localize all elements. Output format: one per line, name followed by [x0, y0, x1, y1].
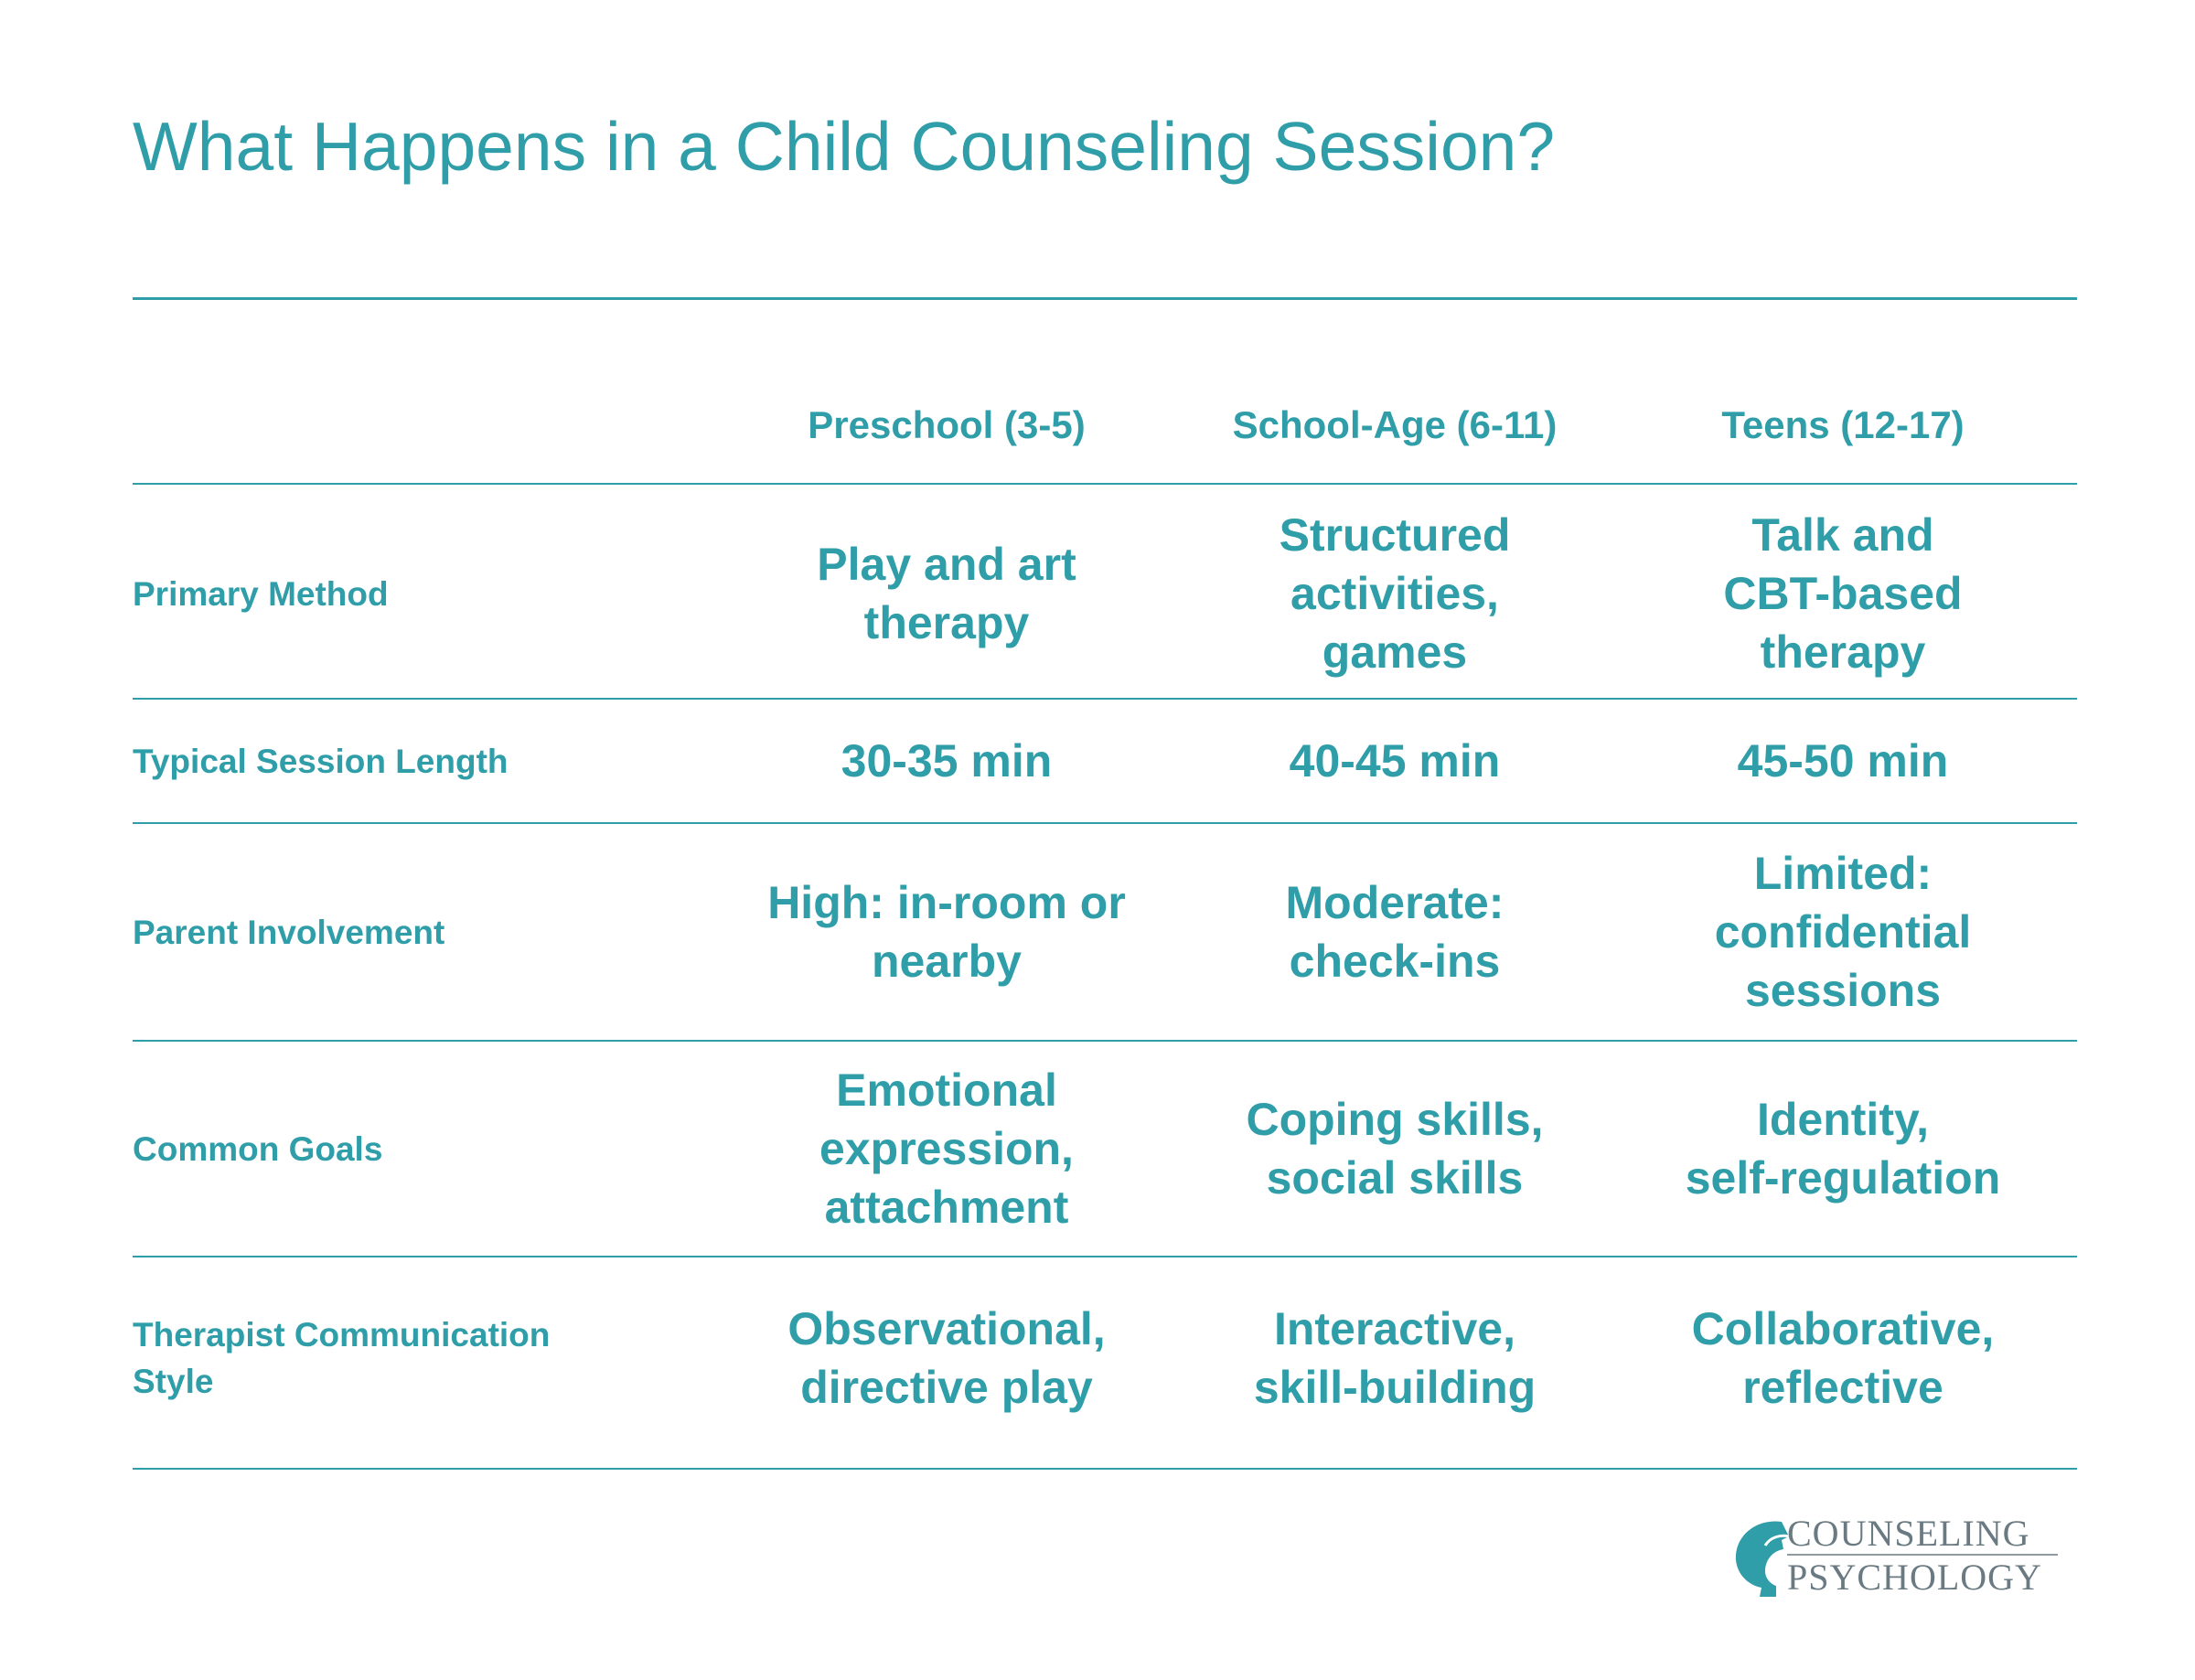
cell-session-length-preschool: 30-35 min: [841, 735, 1053, 786]
row-divider: [133, 698, 2077, 700]
cell-common-goals-preschool: Emotional expression, attachment: [819, 1065, 1074, 1233]
row-divider: [133, 822, 2077, 824]
cell-communication-style-school-age: Interactive, skill-building: [1253, 1303, 1536, 1413]
cell-communication-style-teens: Collaborative, reflective: [1691, 1303, 1995, 1413]
cell-parent-involvement-preschool: High: in-room or nearby: [767, 877, 1126, 987]
cell-primary-method-school-age: Structured activities, games: [1279, 509, 1511, 678]
table-bottom-rule: [133, 1468, 2077, 1470]
row-divider: [133, 1256, 2077, 1257]
cell-common-goals-school-age: Coping skills, social skills: [1246, 1094, 1544, 1204]
logo-line-1: COUNSELING: [1787, 1513, 2030, 1554]
table-top-rule: [133, 297, 2077, 300]
counseling-psychology-logo: COUNSELING PSYCHOLOGY: [1729, 1509, 2076, 1600]
column-header-preschool: Preschool (3-5): [808, 403, 1086, 446]
header-divider: [133, 483, 2077, 485]
logo-line-2: PSYCHOLOGY: [1787, 1557, 2042, 1598]
row-divider: [133, 1040, 2077, 1042]
column-header-school-age: School-Age (6-11): [1232, 403, 1558, 446]
cell-common-goals-teens: Identity, self-regulation: [1685, 1094, 2001, 1204]
row-label-communication-style: Therapist Communication Style: [133, 1316, 551, 1400]
cell-primary-method-teens: Talk and CBT-based therapy: [1723, 509, 1963, 678]
cell-session-length-teens: 45-50 min: [1737, 735, 1949, 786]
row-label-common-goals: Common Goals: [133, 1129, 383, 1168]
column-header-teens: Teens (12-17): [1721, 403, 1965, 446]
row-label-session-length: Typical Session Length: [133, 742, 509, 780]
page-title: What Happens in a Child Counseling Sessi…: [133, 108, 1556, 185]
row-label-primary-method: Primary Method: [133, 574, 389, 613]
cell-communication-style-preschool: Observational, directive play: [787, 1303, 1106, 1413]
cell-session-length-school-age: 40-45 min: [1289, 735, 1501, 786]
cell-primary-method-preschool: Play and art therapy: [817, 539, 1076, 648]
cell-parent-involvement-teens: Limited: confidential sessions: [1714, 848, 1972, 1016]
cell-parent-involvement-school-age: Moderate: check-ins: [1285, 877, 1504, 987]
logo-graphic: COUNSELING PSYCHOLOGY: [1735, 1513, 2058, 1598]
head-profile-icon: [1735, 1521, 1790, 1597]
row-label-parent-involvement: Parent Involvement: [133, 913, 445, 951]
